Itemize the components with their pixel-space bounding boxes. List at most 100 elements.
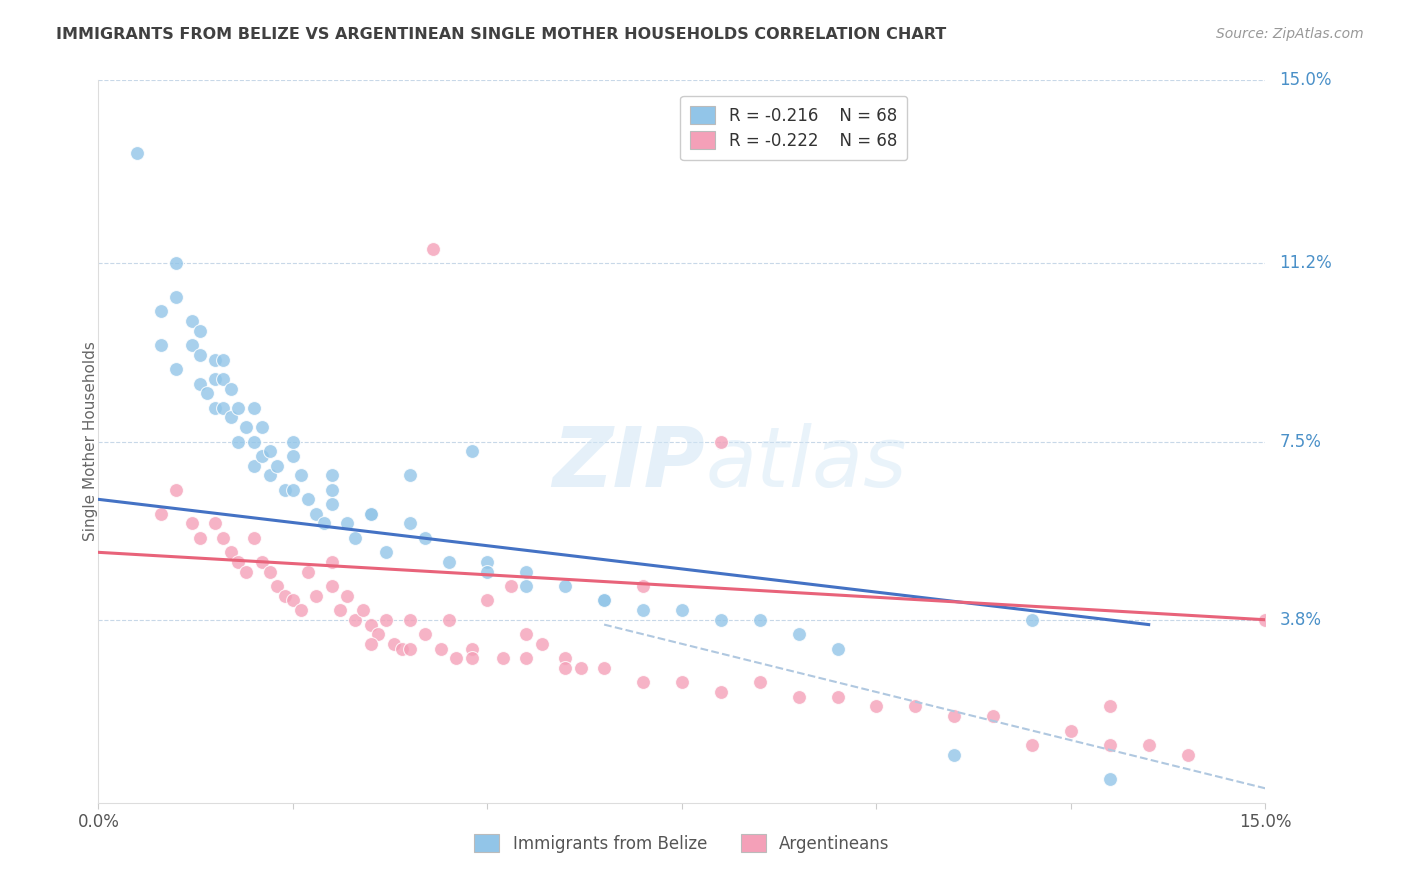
Point (204, 516, 226, 531)
Point (212, 372, 235, 386)
Point (259, 468, 281, 483)
Point (219, 410, 242, 425)
Text: 11.2%: 11.2% (1279, 254, 1331, 272)
Point (631, 675, 654, 690)
Point (290, 468, 312, 483)
Point (360, 507, 382, 521)
Point (398, 641, 420, 656)
Point (297, 492, 319, 507)
Point (228, 401, 250, 415)
Point (437, 613, 460, 627)
Point (243, 458, 266, 473)
Point (321, 497, 343, 511)
Point (398, 468, 420, 483)
Point (305, 589, 328, 603)
Point (569, 661, 592, 675)
Point (204, 401, 226, 415)
Point (180, 338, 202, 352)
Point (391, 641, 413, 656)
Point (827, 641, 849, 656)
Point (243, 434, 266, 449)
Point (461, 444, 484, 458)
Point (631, 579, 654, 593)
Point (266, 579, 288, 593)
Point (165, 290, 187, 304)
Point (235, 565, 257, 579)
Point (477, 555, 499, 569)
Point (593, 593, 616, 607)
Point (195, 386, 218, 401)
Point (827, 690, 849, 704)
Point (943, 709, 966, 723)
Point (515, 565, 537, 579)
Point (243, 531, 266, 545)
Point (212, 352, 235, 367)
Point (165, 256, 187, 270)
Point (515, 651, 537, 665)
Point (943, 747, 966, 762)
Point (461, 651, 484, 665)
Point (593, 661, 616, 675)
Point (219, 382, 242, 396)
Point (422, 242, 444, 256)
Text: ZIP: ZIP (553, 423, 706, 504)
Point (274, 483, 297, 497)
Point (382, 637, 405, 651)
Point (305, 507, 328, 521)
Point (321, 468, 343, 483)
Point (212, 531, 235, 545)
Text: IMMIGRANTS FROM BELIZE VS ARGENTINEAN SINGLE MOTHER HOUSEHOLDS CORRELATION CHART: IMMIGRANTS FROM BELIZE VS ARGENTINEAN SI… (56, 27, 946, 42)
Point (228, 434, 250, 449)
Text: 7.5%: 7.5% (1279, 433, 1322, 450)
Point (204, 352, 226, 367)
Legend: Immigrants from Belize, Argentineans: Immigrants from Belize, Argentineans (468, 828, 896, 860)
Point (367, 627, 389, 641)
Point (710, 434, 733, 449)
Point (554, 661, 576, 675)
Point (165, 483, 187, 497)
Point (710, 685, 733, 699)
Point (180, 314, 202, 328)
Point (259, 565, 281, 579)
Point (429, 641, 451, 656)
Point (235, 420, 257, 434)
Point (710, 613, 733, 627)
Point (281, 434, 304, 449)
Point (461, 641, 484, 656)
Point (413, 627, 436, 641)
Point (212, 401, 235, 415)
Point (274, 589, 297, 603)
Point (631, 603, 654, 617)
Point (329, 603, 352, 617)
Point (312, 516, 335, 531)
Point (180, 516, 202, 531)
Point (188, 348, 211, 362)
Point (554, 651, 576, 665)
Point (1137, 738, 1160, 752)
Point (165, 362, 187, 376)
Point (228, 555, 250, 569)
Point (250, 449, 273, 463)
Point (360, 617, 382, 632)
Point (250, 420, 273, 434)
Point (671, 603, 693, 617)
Point (375, 545, 398, 559)
Point (243, 401, 266, 415)
Point (437, 555, 460, 569)
Point (413, 531, 436, 545)
Point (515, 627, 537, 641)
Point (787, 690, 810, 704)
Point (477, 565, 499, 579)
Point (1098, 738, 1121, 752)
Text: 3.8%: 3.8% (1279, 611, 1322, 629)
Text: Source: ZipAtlas.com: Source: ZipAtlas.com (1216, 27, 1364, 41)
Point (321, 555, 343, 569)
Point (375, 613, 398, 627)
Point (1254, 613, 1277, 627)
Point (321, 483, 343, 497)
Point (554, 579, 576, 593)
Point (492, 651, 515, 665)
Point (515, 579, 537, 593)
Point (188, 324, 211, 338)
Point (188, 376, 211, 391)
